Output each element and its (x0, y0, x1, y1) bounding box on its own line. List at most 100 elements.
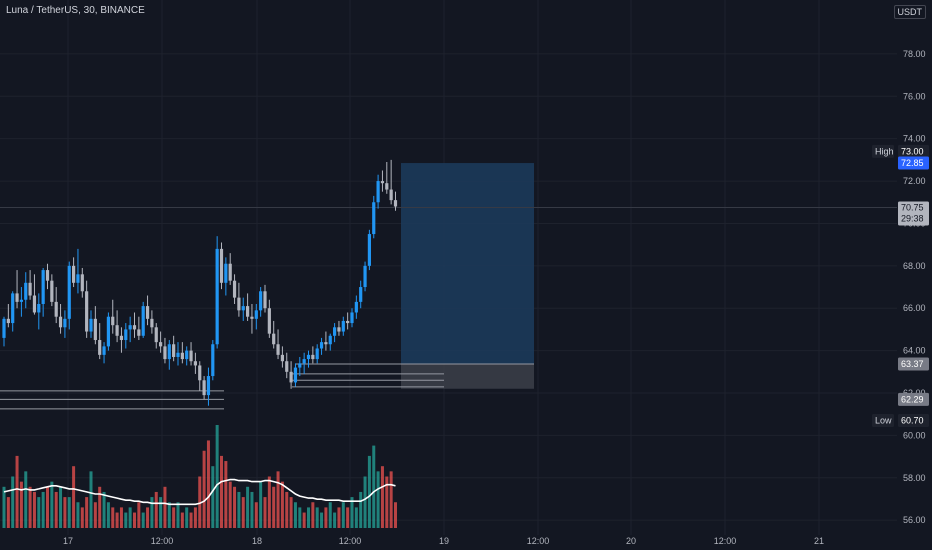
candle-body (6, 318, 10, 324)
volume-bar (63, 497, 67, 528)
candle-body (350, 312, 354, 324)
volume-bar (311, 502, 315, 528)
candle-body (263, 291, 267, 309)
candle-body (211, 344, 215, 377)
volume-bar (159, 497, 163, 528)
candle-body (359, 287, 363, 302)
candle-body (32, 295, 37, 313)
volume-bar (315, 507, 319, 528)
candle-body (228, 263, 232, 281)
candle-body (346, 320, 350, 324)
high-tag-text: High (875, 146, 894, 156)
candle-body (319, 342, 324, 349)
candle-body (106, 316, 110, 347)
volume-bar (67, 497, 71, 528)
volume-bar (206, 440, 210, 528)
candle-body (89, 318, 93, 332)
volume-bar (59, 486, 63, 528)
level-63-tag-bg (898, 357, 929, 371)
current-price-value: 70.75 (901, 203, 924, 213)
volume-bar (389, 471, 393, 528)
volume-bar (93, 502, 97, 528)
volume-bar (363, 476, 367, 528)
candle-body (63, 318, 67, 328)
level-63-tag-text: 63.37 (901, 359, 924, 369)
volume-bar (133, 512, 136, 528)
candle-body (198, 365, 202, 381)
low-tag: Low (872, 414, 894, 428)
volume-bar (189, 512, 193, 528)
volume-bar (2, 486, 6, 528)
time-tick-label: 12:00 (339, 536, 362, 546)
volume-bar (224, 461, 228, 528)
candle-body (176, 352, 180, 357)
position-tool[interactable] (401, 163, 534, 389)
candle-body (337, 327, 341, 332)
candle-body (167, 344, 171, 360)
volume-bar (115, 512, 119, 528)
time-tick-label: 19 (439, 536, 449, 546)
candle-body (11, 293, 15, 324)
volume-bar (32, 491, 36, 528)
candle-body (206, 376, 211, 396)
candle-body (72, 265, 76, 283)
volume-bar (285, 491, 289, 528)
volume-bar (359, 491, 363, 528)
high-tag-bg (872, 144, 894, 158)
volume-bar (150, 497, 154, 528)
candle-body (115, 325, 119, 336)
price-axis[interactable]: 56.0058.0060.0062.0064.0066.0068.0070.00… (903, 49, 926, 525)
horizontal-levels[interactable] (0, 207, 897, 410)
volume-bar (289, 497, 293, 528)
candle-body (324, 342, 328, 345)
volume-bars (2, 425, 397, 528)
volume-bar (328, 502, 332, 528)
candle-body (272, 333, 276, 345)
candle-body (311, 354, 315, 360)
candle-body (76, 274, 80, 283)
candle-body (380, 181, 385, 184)
candle-body (37, 303, 41, 313)
candle-body (54, 301, 58, 317)
candle-body (93, 318, 97, 341)
volume-bar (193, 507, 197, 528)
candle-body (232, 280, 237, 298)
candle-body (276, 344, 280, 355)
candle-body (2, 318, 6, 338)
candle-body (341, 320, 345, 332)
volume-bar (337, 507, 341, 528)
volume-bar (254, 502, 258, 528)
volume-bar (298, 507, 302, 528)
currency-badge[interactable]: USDT (893, 5, 926, 19)
volume-bar (46, 486, 49, 528)
volume-bar (128, 507, 132, 528)
candle-body (193, 361, 197, 366)
candle-body (111, 316, 115, 326)
candle-body (315, 348, 319, 360)
price-tick-label: 66.00 (903, 303, 926, 313)
volume-bar (333, 512, 337, 528)
time-tick-label: 17 (63, 536, 73, 546)
time-axis[interactable]: 17 12:00 18 12:00 19 12:00 20 12:00 21 (63, 536, 824, 546)
volume-bar (85, 497, 89, 528)
candle-body (141, 306, 145, 336)
price-tick-label: 60.00 (903, 430, 926, 440)
volume-bar (259, 481, 263, 528)
volume-bar (119, 507, 123, 528)
candle-body (237, 297, 241, 311)
last-price-tag-text: 72.85 (901, 158, 924, 168)
candle-body (124, 329, 128, 341)
candle-body (372, 202, 376, 235)
candle-body (145, 306, 150, 319)
volume-bar (354, 507, 358, 528)
candle-body (241, 306, 245, 311)
high-value-tag-bg (898, 144, 929, 158)
candle-body (67, 265, 71, 319)
candle-body (376, 181, 380, 203)
volume-bar (185, 507, 189, 528)
volume-bar (15, 455, 19, 528)
level-62-tag-text: 62.29 (901, 394, 924, 404)
volume-bar (180, 512, 184, 528)
